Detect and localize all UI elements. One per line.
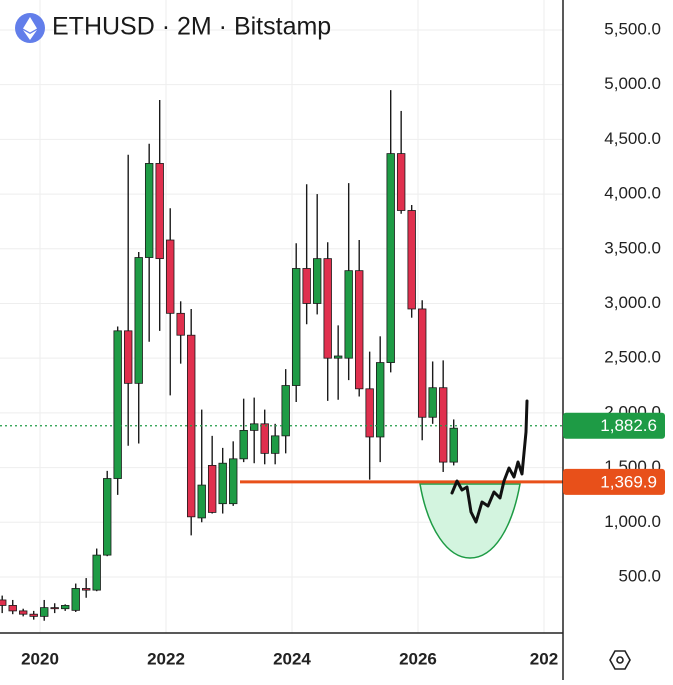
y-tick-label: 3,000.0 (604, 293, 661, 312)
candle-body (0, 599, 7, 606)
candle-body (281, 385, 290, 437)
price-badge (563, 412, 665, 439)
candle-body (124, 330, 133, 384)
candle-body (103, 478, 112, 556)
y-tick-label: 5,500.0 (604, 19, 661, 38)
settings-icon[interactable] (609, 650, 631, 670)
candle-body (71, 588, 80, 611)
candle-body (155, 163, 164, 260)
candle-body (207, 464, 217, 513)
candle-body (323, 258, 332, 359)
candle-body (302, 268, 311, 304)
candle-body (355, 270, 364, 390)
grid (0, 0, 563, 633)
cup-drawing (419, 483, 521, 559)
candle-body (166, 239, 175, 314)
candle-body (81, 588, 91, 591)
candle-body (396, 153, 406, 211)
candle-body (438, 387, 448, 463)
y-tick-label: 3,500.0 (604, 238, 661, 257)
candle-body (197, 484, 206, 519)
candle-body (239, 429, 248, 460)
candle-body (260, 423, 269, 454)
candle-body (61, 605, 70, 610)
candle-body (218, 462, 227, 505)
eth-logo (23, 17, 37, 40)
x-tick-label: 2026 (399, 649, 437, 668)
y-tick-label: 4,500.0 (604, 129, 661, 148)
candle-body (250, 423, 259, 431)
candle-body (344, 270, 353, 359)
candle-body (428, 387, 437, 418)
x-tick-label: 2020 (21, 649, 59, 668)
candle-body (92, 554, 101, 591)
candle-body (18, 610, 28, 615)
chart-title: ETHUSD · 2M · Bitstamp (52, 13, 331, 41)
candle-body (386, 153, 395, 363)
y-tick-label: 5,000.0 (604, 74, 661, 93)
price-badge-label: 1,369.9 (600, 472, 657, 491)
candle-body (418, 308, 427, 418)
candle-body (134, 257, 143, 384)
price-badge (563, 468, 665, 495)
price-lines (0, 425, 563, 484)
price-badges: 1,882.6 1,369.9 (563, 412, 665, 495)
x-tick-label: 2022 (147, 649, 185, 668)
candle-body (270, 435, 280, 454)
price-badge-label: 1,882.6 (600, 416, 657, 435)
candle-body (176, 312, 185, 336)
candle-body (365, 388, 374, 438)
x-tick-label: 202 (530, 649, 558, 668)
y-tick-label: 1,000.0 (604, 512, 661, 531)
candle-body (29, 613, 38, 617)
candle-body (313, 258, 322, 304)
candle-body (292, 268, 301, 386)
candle-body (375, 362, 385, 438)
candle-body (144, 163, 154, 258)
y-tick-label: 4,000.0 (604, 184, 661, 203)
candle-body (8, 605, 17, 612)
settings-icon-center (616, 656, 624, 664)
y-tick-label: 2,500.0 (604, 348, 661, 367)
x-tick-label: 2024 (273, 649, 311, 668)
candle-body (229, 458, 238, 505)
hand-drawing (450, 399, 529, 524)
candle-body (449, 427, 458, 463)
y-tick-label: 500.0 (618, 566, 661, 585)
candle-body (407, 210, 416, 310)
candle-body (40, 607, 49, 617)
candle-body (333, 355, 343, 359)
candle-body (113, 330, 122, 479)
candle-body (50, 607, 59, 610)
axes: 500.01,000.01,500.02,000.02,500.03,000.0… (21, 19, 661, 668)
